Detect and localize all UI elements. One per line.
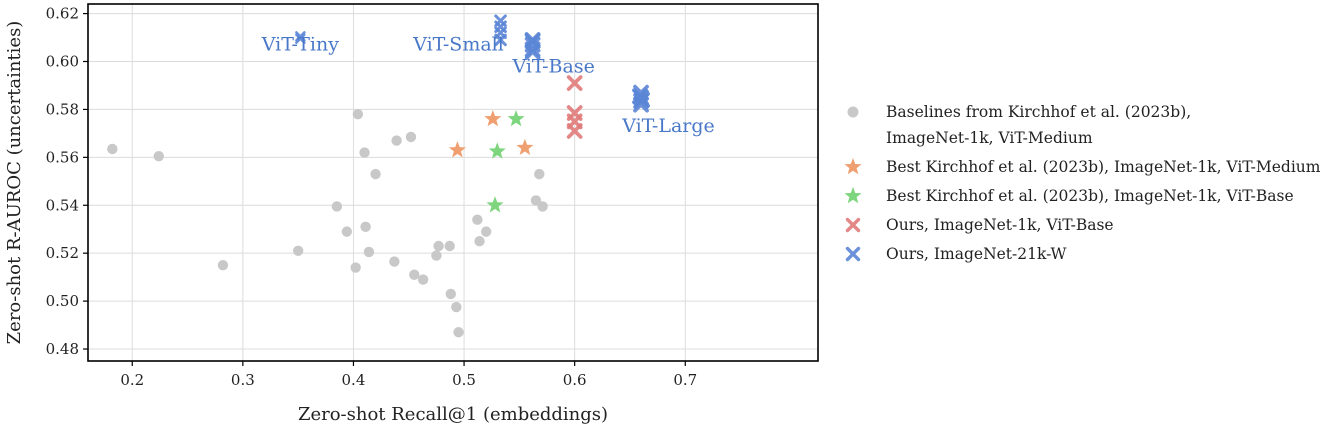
data-point (359, 147, 370, 158)
series-2 (486, 110, 525, 213)
data-point (444, 240, 455, 252)
data-point (107, 143, 118, 155)
x-tick-label: 0.7 (673, 371, 697, 389)
data-point (295, 31, 306, 42)
data-point (453, 327, 464, 338)
data-point (488, 142, 506, 159)
axis-ticks: 0.2 0.3 0.4 0.5 0.6 0.7 0.48 0.50 0.52 0.54 0.56 0.… (46, 5, 698, 389)
data-point (217, 259, 229, 271)
plot-frame (87, 3, 819, 362)
series-3 (566, 75, 583, 139)
data-point (352, 109, 364, 120)
legend-item: Baselines from Kirchhof et al. (2023b), I… (847, 103, 1191, 147)
data-point (634, 91, 650, 108)
y-tick-label: 0.48 (46, 340, 79, 358)
annotation-label: ViT-Tiny (261, 34, 339, 56)
data-point (472, 214, 483, 225)
data-point (484, 110, 502, 127)
data-point (486, 196, 504, 213)
legend-item: Ours, ImageNet-1k, ViT-Base (845, 216, 1114, 234)
data-point (445, 288, 456, 300)
y-tick-label: 0.56 (46, 148, 79, 166)
data-point (534, 168, 545, 180)
annotation-label: ViT-Base (511, 55, 594, 77)
legend-label: Ours, ImageNet-21k-W (886, 245, 1066, 263)
legend-item: Ours, ImageNet-21k-W (845, 245, 1066, 263)
data-point (448, 141, 466, 158)
data-point (451, 301, 462, 313)
data-point (292, 245, 304, 256)
annotation-label: ViT-Large (621, 115, 715, 137)
annotation-label: ViT-Small (412, 34, 504, 56)
grid-lines (88, 4, 818, 361)
data-point (507, 110, 525, 127)
data-point (350, 262, 361, 273)
x-tick-label: 0.5 (452, 371, 476, 389)
legend-label: Best Kirchhof et al. (2023b), ImageNet-1… (886, 187, 1294, 205)
data-point (433, 240, 444, 252)
annotations: ViT-Tiny ViT-Small ViT-Base ViT-Large (261, 34, 715, 137)
data-point (153, 150, 164, 162)
data-points (107, 14, 650, 338)
legend-marker (847, 106, 859, 118)
data-point (431, 250, 442, 261)
x-tick-label: 0.3 (231, 371, 255, 389)
series-4 (295, 14, 650, 113)
data-point (295, 33, 306, 44)
x-tick-label: 0.6 (563, 371, 587, 389)
legend-item: Best Kirchhof et al. (2023b), ImageNet-1… (844, 158, 1321, 176)
legend: Baselines from Kirchhof et al. (2023b), I… (844, 103, 1321, 263)
data-point (474, 236, 485, 247)
data-point (480, 226, 492, 237)
data-point (405, 131, 417, 143)
x-axis-label: Zero-shot Recall@1 (embeddings) (298, 404, 608, 425)
x-tick-label: 0.4 (342, 371, 366, 389)
series-1 (448, 110, 534, 158)
data-point (537, 201, 548, 212)
data-point (524, 44, 541, 60)
y-tick-label: 0.50 (46, 292, 79, 310)
data-point (566, 123, 583, 139)
data-point (566, 75, 583, 91)
y-axis-label: Zero-shot R-AUROC (uncertainties) (4, 21, 25, 345)
y-tick-label: 0.62 (46, 5, 79, 23)
data-point (516, 138, 534, 156)
data-point (494, 33, 507, 47)
data-point (331, 201, 343, 212)
data-point (360, 221, 371, 233)
legend-label: ImageNet-1k, ViT-Medium (886, 129, 1093, 147)
y-tick-label: 0.54 (46, 196, 79, 214)
data-point (391, 135, 402, 146)
legend-marker (845, 217, 861, 233)
y-tick-label: 0.60 (46, 53, 79, 71)
legend-marker (844, 158, 862, 175)
data-point (389, 256, 400, 267)
data-point (409, 269, 420, 280)
legend-item: Best Kirchhof et al. (2023b), ImageNet-1… (844, 187, 1294, 205)
y-tick-label: 0.52 (46, 244, 79, 262)
data-point (363, 246, 375, 258)
x-tick-label: 0.2 (120, 371, 144, 389)
data-point (341, 226, 353, 237)
legend-label: Best Kirchhof et al. (2023b), ImageNet-1… (886, 158, 1321, 176)
data-point (530, 195, 542, 206)
legend-label: Ours, ImageNet-1k, ViT-Base (886, 216, 1114, 234)
data-point (417, 274, 429, 285)
y-tick-label: 0.58 (46, 100, 79, 118)
legend-marker (845, 246, 861, 262)
legend-label: Baselines from Kirchhof et al. (2023b), (886, 103, 1191, 121)
series-0 (107, 109, 548, 338)
data-point (370, 168, 381, 180)
legend-marker (844, 187, 862, 204)
data-point (524, 33, 541, 49)
